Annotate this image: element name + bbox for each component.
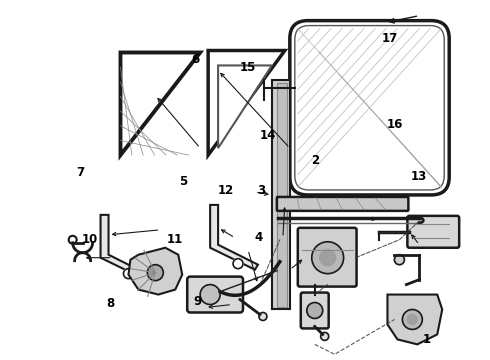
Text: 8: 8 [106,297,114,310]
FancyBboxPatch shape [277,197,408,211]
Text: 3: 3 [257,184,265,197]
FancyBboxPatch shape [277,84,287,306]
Polygon shape [210,205,258,270]
Text: 2: 2 [311,154,319,167]
Circle shape [312,242,343,274]
Text: 5: 5 [179,175,187,188]
FancyBboxPatch shape [272,80,290,310]
FancyBboxPatch shape [407,216,459,248]
FancyBboxPatch shape [295,26,444,190]
Circle shape [259,312,267,320]
Circle shape [402,310,422,329]
FancyBboxPatch shape [187,276,243,312]
Polygon shape [100,215,148,280]
Text: 4: 4 [255,231,263,244]
Text: 16: 16 [387,118,403,131]
Circle shape [147,265,163,280]
Circle shape [307,302,323,319]
Circle shape [233,259,243,269]
Circle shape [123,269,133,279]
Text: 14: 14 [260,129,276,142]
Polygon shape [208,50,285,155]
Text: 15: 15 [240,60,256,73]
Polygon shape [218,66,272,148]
Text: 6: 6 [191,53,199,66]
Text: 11: 11 [167,233,183,246]
Polygon shape [121,53,200,155]
Circle shape [319,250,336,266]
FancyBboxPatch shape [290,21,449,195]
Text: 7: 7 [76,166,85,179]
Text: 9: 9 [194,296,202,309]
Circle shape [69,236,76,244]
FancyBboxPatch shape [298,228,357,287]
Circle shape [321,332,329,340]
Text: 1: 1 [423,333,431,346]
Text: 12: 12 [218,184,234,197]
Text: 10: 10 [81,233,98,246]
Polygon shape [128,248,182,294]
Circle shape [200,285,220,305]
Circle shape [394,255,404,265]
Text: 17: 17 [382,32,398,45]
Polygon shape [388,294,442,345]
FancyBboxPatch shape [301,293,329,328]
Circle shape [407,315,417,324]
Text: 13: 13 [411,170,427,183]
